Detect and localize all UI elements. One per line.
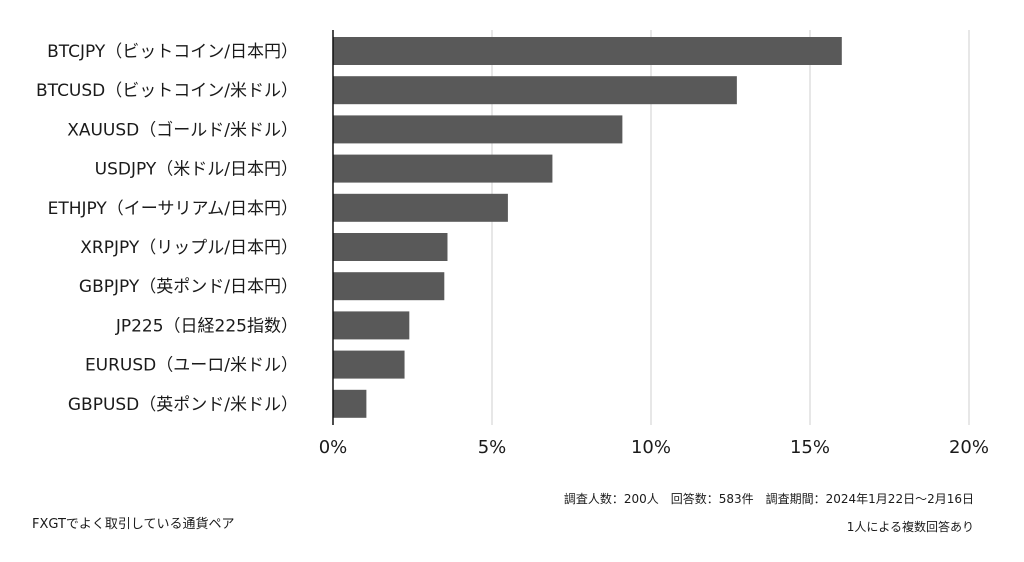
category-label: USDJPY（米ドル/日本円）: [95, 160, 298, 180]
survey-note: 調査人数：200人 回答数：583件 調査期間：2024年1月22日〜2月16日: [563, 492, 974, 506]
bar: [333, 154, 553, 183]
category-labels: BTCJPY（ビットコイン/日本円） BTCUSD（ビットコイン/米ドル） XAUU…: [36, 42, 298, 415]
category-label: GBPJPY（英ポンド/日本円）: [79, 277, 298, 297]
category-label: GBPUSD（英ポンド/米ドル）: [68, 395, 298, 415]
x-tick-label: 20%: [949, 437, 989, 458]
category-label: BTCUSD（ビットコイン/米ドル）: [36, 81, 298, 101]
category-label: JP225（日経225指数）: [115, 316, 298, 336]
bar: [333, 350, 405, 379]
bars: [333, 37, 842, 418]
bar: [333, 233, 448, 261]
bar: [333, 311, 410, 340]
bar: [333, 37, 842, 65]
bar: [333, 115, 623, 144]
category-label: XAUUSD（ゴールド/米ドル）: [67, 119, 298, 140]
multiple-answer-note: 1人による複数回答あり: [846, 520, 974, 534]
category-label: XRPJPY（リップル/日本円）: [80, 238, 298, 258]
bar: [333, 76, 737, 105]
x-tick-label: 10%: [631, 437, 671, 458]
category-label: BTCJPY（ビットコイン/日本円）: [47, 42, 298, 62]
bar: [333, 389, 367, 418]
category-label: ETHJPY（イーサリアム/日本円）: [48, 199, 298, 219]
bar: [333, 193, 508, 222]
category-label: EURUSD（ユーロ/米ドル）: [85, 356, 298, 376]
x-tick-label: 5%: [478, 437, 507, 458]
x-tick-label: 15%: [790, 437, 830, 458]
bar: [333, 272, 445, 301]
x-tick-label: 0%: [319, 437, 348, 458]
chart-caption: FXGTでよく取引している通貨ペア: [32, 517, 235, 532]
x-tick-labels: 0% 5% 10% 15% 20%: [319, 437, 989, 458]
